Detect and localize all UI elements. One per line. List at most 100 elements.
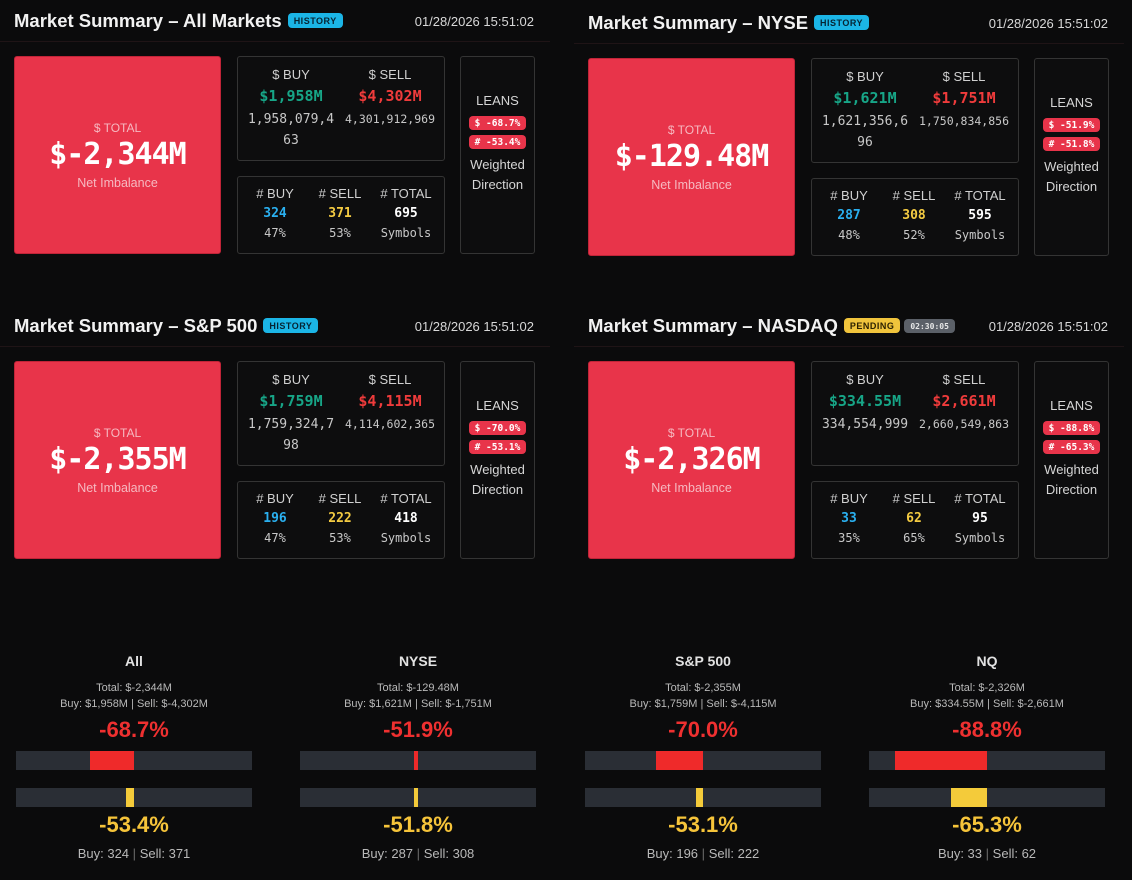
history-badge[interactable]: HISTORY bbox=[263, 318, 319, 333]
dollar-sell-label: $ SELL bbox=[942, 372, 986, 387]
summary-col-all: All Total: $-2,344M Buy: $1,958M | Sell:… bbox=[14, 640, 254, 861]
total-imbalance-box: $ TOTAL $-2,355M Net Imbalance bbox=[14, 361, 221, 559]
panel-title: Market Summary – NYSE HISTORY bbox=[588, 12, 870, 34]
count-buy-pct: 35% bbox=[838, 531, 860, 545]
count-lean-fill bbox=[950, 788, 987, 807]
total-label: $ TOTAL bbox=[93, 121, 142, 135]
total-label: $ TOTAL bbox=[667, 426, 716, 440]
panel-header: Market Summary – NASDAQ PENDING 02:30:05 0… bbox=[574, 305, 1124, 347]
leans-label: LEANS bbox=[1050, 95, 1093, 110]
dollar-sell-value: $2,661M bbox=[932, 392, 996, 410]
dollar-buy-label: $ BUY bbox=[846, 372, 884, 387]
count-total-col: # TOTAL 695 Symbols bbox=[374, 177, 438, 240]
dollar-buy-value: $1,958M bbox=[259, 87, 323, 105]
summary-buy-sell: Buy: $1,759M | Sell: $-4,115M bbox=[629, 698, 777, 710]
count-buy-pct: 48% bbox=[838, 228, 860, 242]
leans-box: LEANS $ -70.0% # -53.1% Weighted Directi… bbox=[460, 361, 535, 559]
dollar-sell-exact: 2,660,549,863 bbox=[919, 417, 1010, 431]
count-sell-value: 222 bbox=[328, 511, 352, 526]
dollar-box: $ BUY $1,621M 1,621,356,696 $ SELL $1,75… bbox=[811, 58, 1019, 163]
count-total-value: 95 bbox=[972, 511, 988, 526]
dollar-sell-col: $ SELL $1,751M 1,750,834,856 bbox=[915, 59, 1013, 131]
count-lean-bar bbox=[585, 788, 821, 807]
dollar-box: $ BUY $334.55M 334,554,999 $ SELL $2,661… bbox=[811, 361, 1019, 466]
count-lean-fill bbox=[695, 788, 703, 807]
count-total-value: 595 bbox=[968, 208, 992, 223]
count-total-label: # TOTAL bbox=[380, 186, 432, 201]
count-buy-value: 33 bbox=[841, 511, 857, 526]
dollar-sell-value: $4,115M bbox=[358, 392, 422, 410]
panel-timestamp: 01/28/2026 15:51:02 bbox=[988, 16, 1108, 31]
summary-buy-sell: Buy: $334.55M | Sell: $-2,661M bbox=[910, 698, 1064, 710]
total-imbalance-box: $ TOTAL $-2,326M Net Imbalance bbox=[588, 361, 795, 559]
panel-timestamp: 01/28/2026 15:51:02 bbox=[414, 319, 534, 334]
count-buy-pct: 47% bbox=[264, 531, 286, 545]
count-sell-pct: 52% bbox=[903, 228, 925, 242]
panel-nasdaq: Market Summary – NASDAQ PENDING 02:30:05 0… bbox=[574, 305, 1124, 595]
panel-title: Market Summary – All Markets HISTORY bbox=[14, 10, 343, 32]
count-total-label: # TOTAL bbox=[954, 491, 1006, 506]
dollar-box: $ BUY $1,958M 1,958,079,463 $ SELL $4,30… bbox=[237, 56, 445, 161]
dollar-sell-label: $ SELL bbox=[368, 372, 412, 387]
dollar-buy-col: $ BUY $1,958M 1,958,079,463 bbox=[242, 57, 340, 151]
summary-title: All bbox=[125, 653, 143, 669]
weighted-direction-label: Weighted Direction bbox=[1044, 159, 1099, 194]
lean-dollar-badge: $ -88.8% bbox=[1042, 421, 1101, 435]
count-sell-pct: 65% bbox=[903, 531, 925, 545]
count-sell-value: 371 bbox=[328, 206, 352, 221]
dollar-lean-bar bbox=[300, 751, 536, 770]
summary-counts: Buy: 33 | Sell: 62 bbox=[937, 846, 1037, 861]
summary-count-lean: -65.3% bbox=[952, 812, 1022, 837]
count-total-value: 695 bbox=[394, 206, 418, 221]
total-value: $-129.48M bbox=[614, 139, 770, 174]
dollar-buy-value: $1,621M bbox=[833, 89, 897, 107]
leans-label: LEANS bbox=[1050, 398, 1093, 413]
pending-badge[interactable]: PENDING bbox=[843, 318, 901, 333]
total-sublabel: Net Imbalance bbox=[651, 178, 732, 192]
summary-title: NQ bbox=[976, 653, 998, 669]
dollar-buy-col: $ BUY $334.55M 334,554,999 bbox=[816, 362, 914, 435]
count-total-sub: Symbols bbox=[380, 226, 432, 240]
leans-box: LEANS $ -51.9% # -51.8% Weighted Directi… bbox=[1034, 58, 1109, 256]
summary-total: Total: $-2,326M bbox=[949, 682, 1025, 694]
dollar-buy-label: $ BUY bbox=[272, 67, 310, 82]
dollar-lean-fill bbox=[413, 751, 418, 770]
count-buy-pct: 47% bbox=[264, 226, 286, 240]
panel-title: Market Summary – NASDAQ PENDING 02:30:05 bbox=[588, 315, 955, 337]
dollar-sell-label: $ SELL bbox=[368, 67, 412, 82]
dollar-buy-value: $334.55M bbox=[828, 392, 902, 410]
count-lean-bar bbox=[300, 788, 536, 807]
history-badge[interactable]: HISTORY bbox=[814, 15, 870, 30]
count-sell-value: 62 bbox=[906, 511, 922, 526]
count-total-col: # TOTAL 95 Symbols bbox=[948, 482, 1012, 545]
count-sell-pct: 53% bbox=[329, 226, 351, 240]
total-value: $-2,326M bbox=[623, 442, 761, 477]
count-total-col: # TOTAL 595 Symbols bbox=[948, 179, 1012, 242]
lean-count-badge: # -53.4% bbox=[468, 135, 527, 149]
lean-dollar-badge: $ -70.0% bbox=[468, 421, 527, 435]
count-sell-value: 308 bbox=[902, 208, 926, 223]
count-lean-fill bbox=[125, 788, 134, 807]
dollar-buy-value: $1,759M bbox=[259, 392, 323, 410]
count-sell-col: # SELL 62 65% bbox=[882, 482, 946, 545]
summary-count-lean: -53.4% bbox=[99, 812, 169, 837]
summary-counts: Buy: 287 | Sell: 308 bbox=[361, 846, 475, 861]
summary-total: Total: $-2,344M bbox=[96, 682, 172, 694]
summary-title: S&P 500 bbox=[675, 653, 731, 669]
total-sublabel: Net Imbalance bbox=[651, 481, 732, 495]
dollar-buy-label: $ BUY bbox=[272, 372, 310, 387]
count-sell-col: # SELL 371 53% bbox=[308, 177, 372, 240]
summary-buy-sell: Buy: $1,621M | Sell: $-1,751M bbox=[344, 698, 492, 710]
count-buy-label: # BUY bbox=[830, 188, 868, 203]
lean-count-badge: # -53.1% bbox=[468, 440, 527, 454]
total-label: $ TOTAL bbox=[667, 123, 716, 137]
dollar-sell-label: $ SELL bbox=[942, 69, 986, 84]
dollar-buy-col: $ BUY $1,759M 1,759,324,798 bbox=[242, 362, 340, 456]
summary-dollar-lean: -88.8% bbox=[952, 717, 1022, 742]
history-badge[interactable]: HISTORY bbox=[287, 13, 343, 28]
count-box: # BUY 324 47% # SELL 371 53% # TOTAL 695… bbox=[237, 176, 445, 254]
count-total-sub: Symbols bbox=[954, 228, 1006, 242]
dollar-buy-exact: 1,958,079,463 bbox=[247, 112, 335, 148]
panel-header: Market Summary – NYSE HISTORY 01/28/2026 … bbox=[574, 2, 1124, 44]
panel-nyse: Market Summary – NYSE HISTORY 01/28/2026 … bbox=[574, 2, 1124, 292]
